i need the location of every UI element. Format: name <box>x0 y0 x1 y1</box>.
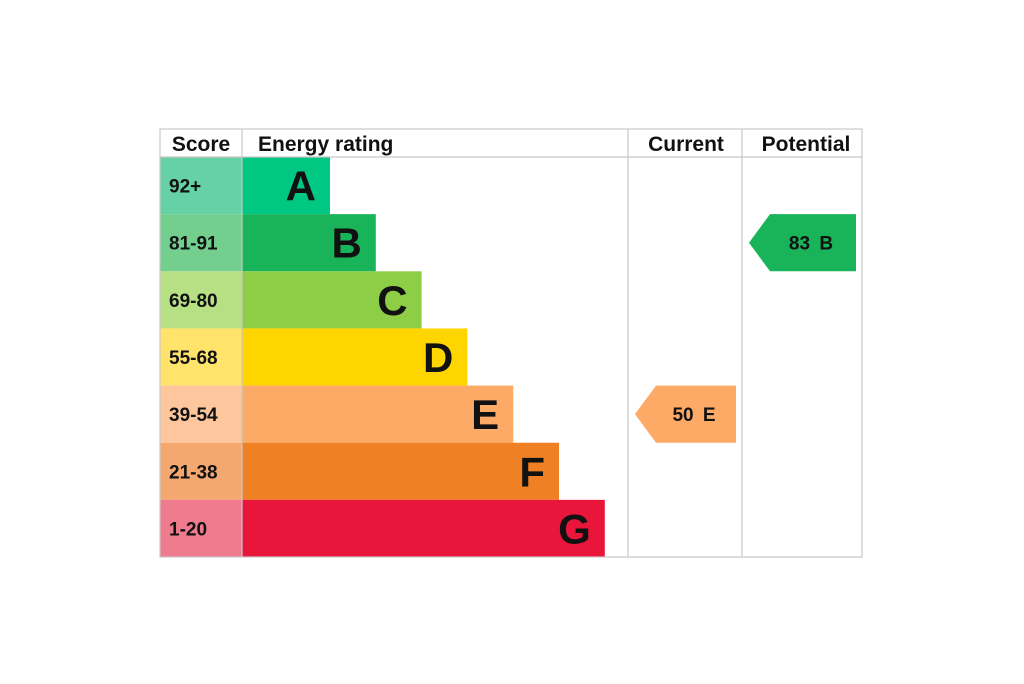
band-letter-c: C <box>377 277 407 324</box>
score-range-d: 55-68 <box>169 348 218 369</box>
header-energy-rating: Energy rating <box>258 133 393 156</box>
band-bar-a <box>242 157 330 215</box>
rating-arrows: 50 E 83 B <box>635 214 856 443</box>
score-cell-c <box>160 271 242 329</box>
band-bar-d <box>242 328 468 386</box>
score-range-a: 92+ <box>169 177 201 198</box>
potential-arrow <box>749 214 856 272</box>
current-rating-label: 50 E <box>672 405 715 426</box>
score-cell-d <box>160 328 242 386</box>
score-cell-b <box>160 214 242 272</box>
band-bar-b <box>242 214 376 272</box>
table-border <box>159 128 863 558</box>
band-letter-f: F <box>519 448 545 495</box>
band-bar-g <box>242 499 605 557</box>
band-bar-c <box>242 271 422 329</box>
score-cell-a <box>160 157 242 215</box>
current-arrow <box>635 385 736 443</box>
band-bar-f <box>242 442 559 500</box>
score-column: 92+ 81-91 69-80 55-68 39-54 21-38 1-20 <box>160 157 242 557</box>
band-letter-g: G <box>558 505 591 552</box>
score-cell-f <box>160 442 242 500</box>
table-grid <box>159 128 863 558</box>
score-range-e: 39-54 <box>169 405 218 426</box>
band-letter-a: A <box>286 163 316 210</box>
band-bar-e <box>242 385 514 443</box>
header-potential: Potential <box>762 133 851 156</box>
score-cell-g <box>160 499 242 557</box>
band-letter-e: E <box>471 391 499 438</box>
header-current: Current <box>648 133 724 156</box>
header-score: Score <box>172 133 230 156</box>
score-range-f: 21-38 <box>169 462 218 483</box>
score-cell-e <box>160 385 242 443</box>
potential-rating-label: 83 B <box>789 234 833 255</box>
score-range-c: 69-80 <box>169 291 218 312</box>
band-letter-b: B <box>331 220 361 267</box>
score-range-g: 1-20 <box>169 519 207 540</box>
score-range-b: 81-91 <box>169 234 218 255</box>
band-letter-d: D <box>423 334 453 381</box>
